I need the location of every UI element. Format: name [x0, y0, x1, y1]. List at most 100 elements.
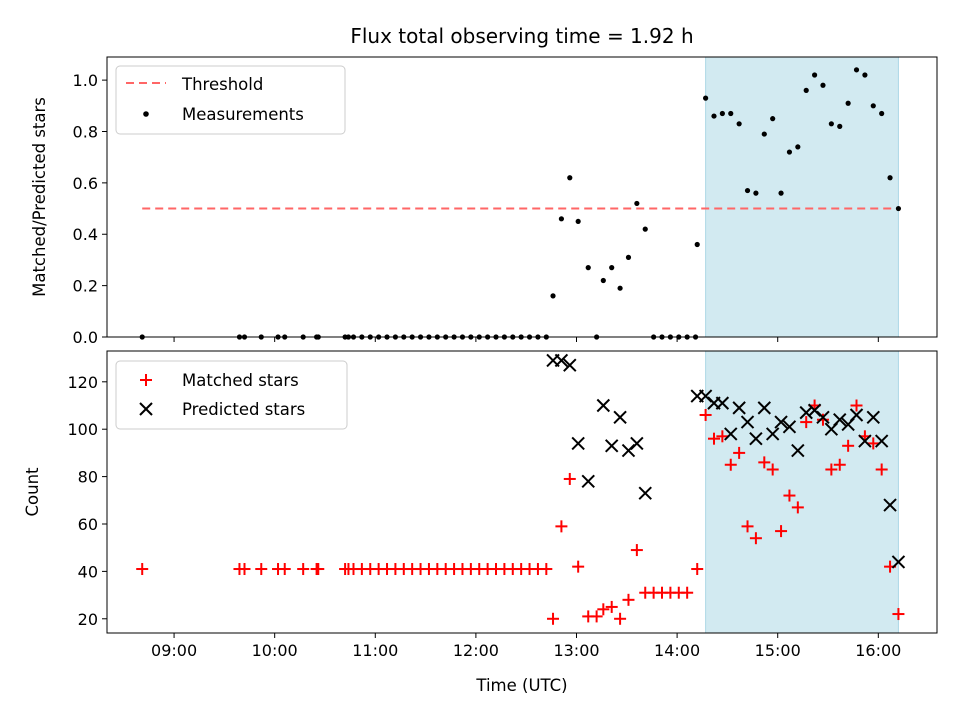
- data-point: [136, 563, 149, 576]
- data-point: [825, 463, 838, 476]
- data-point: [691, 563, 704, 576]
- data-point: [550, 293, 556, 299]
- data-point: [278, 563, 291, 576]
- data-point: [758, 456, 771, 469]
- data-point: [558, 216, 565, 222]
- data-point: [622, 593, 635, 606]
- data-point: [749, 431, 763, 446]
- x-axis-label: Time (UTC): [475, 676, 567, 695]
- x-tick-label: 09:00: [151, 641, 197, 660]
- data-point: [741, 520, 754, 533]
- data-point: [728, 110, 734, 117]
- data-point: [609, 265, 615, 271]
- data-point: [775, 525, 788, 538]
- data-point: [870, 103, 876, 109]
- data-point: [600, 277, 606, 284]
- data-point: [867, 437, 880, 450]
- x-tick-label: 16:00: [855, 641, 901, 660]
- data-point: [563, 472, 576, 485]
- ratio-y-axis-label: Matched/Predicted stars: [30, 97, 49, 297]
- data-point: [732, 401, 746, 415]
- data-point: [892, 608, 905, 621]
- data-point: [719, 110, 725, 117]
- x-tick-label: 11:00: [352, 641, 398, 660]
- ratio-legend: Threshold Measurements: [115, 65, 346, 135]
- data-point: [849, 408, 864, 422]
- matched-stars-series: [136, 399, 905, 625]
- y-tick-label: 0.8: [73, 122, 98, 141]
- measurements-legend-swatch: [143, 111, 149, 117]
- data-point: [605, 600, 618, 613]
- data-point: [887, 175, 893, 181]
- ratio-plot-frame: [106, 56, 938, 338]
- y-tick-label: 1.0: [73, 71, 98, 90]
- measurements-legend-label: Measurements: [182, 105, 304, 124]
- data-point: [749, 532, 762, 545]
- data-point: [540, 563, 553, 576]
- data-point: [837, 123, 843, 129]
- data-point: [614, 612, 627, 625]
- data-point: [630, 544, 643, 557]
- y-tick-label: 120: [67, 373, 98, 392]
- data-point: [833, 413, 847, 427]
- data-point: [783, 489, 796, 502]
- matched-legend-swatch: [140, 374, 152, 386]
- data-point: [694, 241, 700, 248]
- data-point: [596, 398, 611, 413]
- x-tick-label: 10:00: [252, 641, 298, 660]
- data-point: [733, 446, 746, 459]
- data-point: [816, 410, 830, 425]
- data-point: [585, 265, 591, 271]
- data-point: [740, 415, 755, 429]
- predicted-legend-swatch: [139, 402, 153, 416]
- data-point: [891, 555, 906, 569]
- data-point: [799, 405, 813, 420]
- data-point: [765, 427, 780, 441]
- data-point: [757, 401, 772, 415]
- predicted-stars-series: [546, 353, 906, 569]
- data-point: [238, 563, 251, 576]
- data-point: [791, 443, 805, 458]
- data-point: [820, 82, 826, 88]
- y-tick-label: 0.0: [73, 328, 98, 347]
- data-point: [774, 415, 788, 429]
- data-point: [699, 408, 712, 421]
- data-point: [724, 458, 737, 471]
- data-point: [630, 436, 644, 451]
- data-point: [297, 563, 310, 576]
- x-tick-label: 14:00: [654, 641, 700, 660]
- x-tick-label: 15:00: [755, 641, 801, 660]
- data-point: [883, 498, 897, 512]
- data-point: [770, 116, 776, 122]
- data-point: [833, 458, 846, 471]
- predicted-legend-label: Predicted stars: [182, 400, 305, 419]
- data-point: [744, 187, 751, 194]
- matched-legend-label: Matched stars: [182, 371, 299, 390]
- y-tick-label: 20: [78, 610, 98, 629]
- data-point: [786, 149, 793, 155]
- data-point: [604, 439, 619, 453]
- count-legend: Matched stars Predicted stars: [115, 360, 348, 430]
- observing-window-span: [705, 56, 899, 338]
- data-point: [766, 463, 779, 476]
- data-point: [828, 121, 834, 127]
- data-point: [617, 285, 623, 291]
- y-tick-label: 100: [67, 420, 98, 439]
- data-point: [642, 226, 648, 232]
- data-point: [681, 586, 694, 599]
- data-point: [638, 486, 652, 500]
- data-point: [555, 520, 568, 533]
- y-tick-label: 80: [78, 468, 98, 487]
- count-panel: 20 40 60 80 100 120 09:00 10:00 11:00 12:00 13:00 1…: [23, 350, 938, 695]
- data-point: [866, 410, 880, 425]
- data-point: [753, 190, 759, 196]
- data-point: [874, 434, 889, 448]
- data-point: [862, 72, 868, 78]
- data-point: [711, 113, 717, 119]
- x-tick-label: 12:00: [453, 641, 499, 660]
- data-point: [895, 205, 902, 212]
- data-point: [724, 427, 738, 441]
- observing-window-span: [705, 350, 899, 634]
- data-point: [625, 254, 632, 260]
